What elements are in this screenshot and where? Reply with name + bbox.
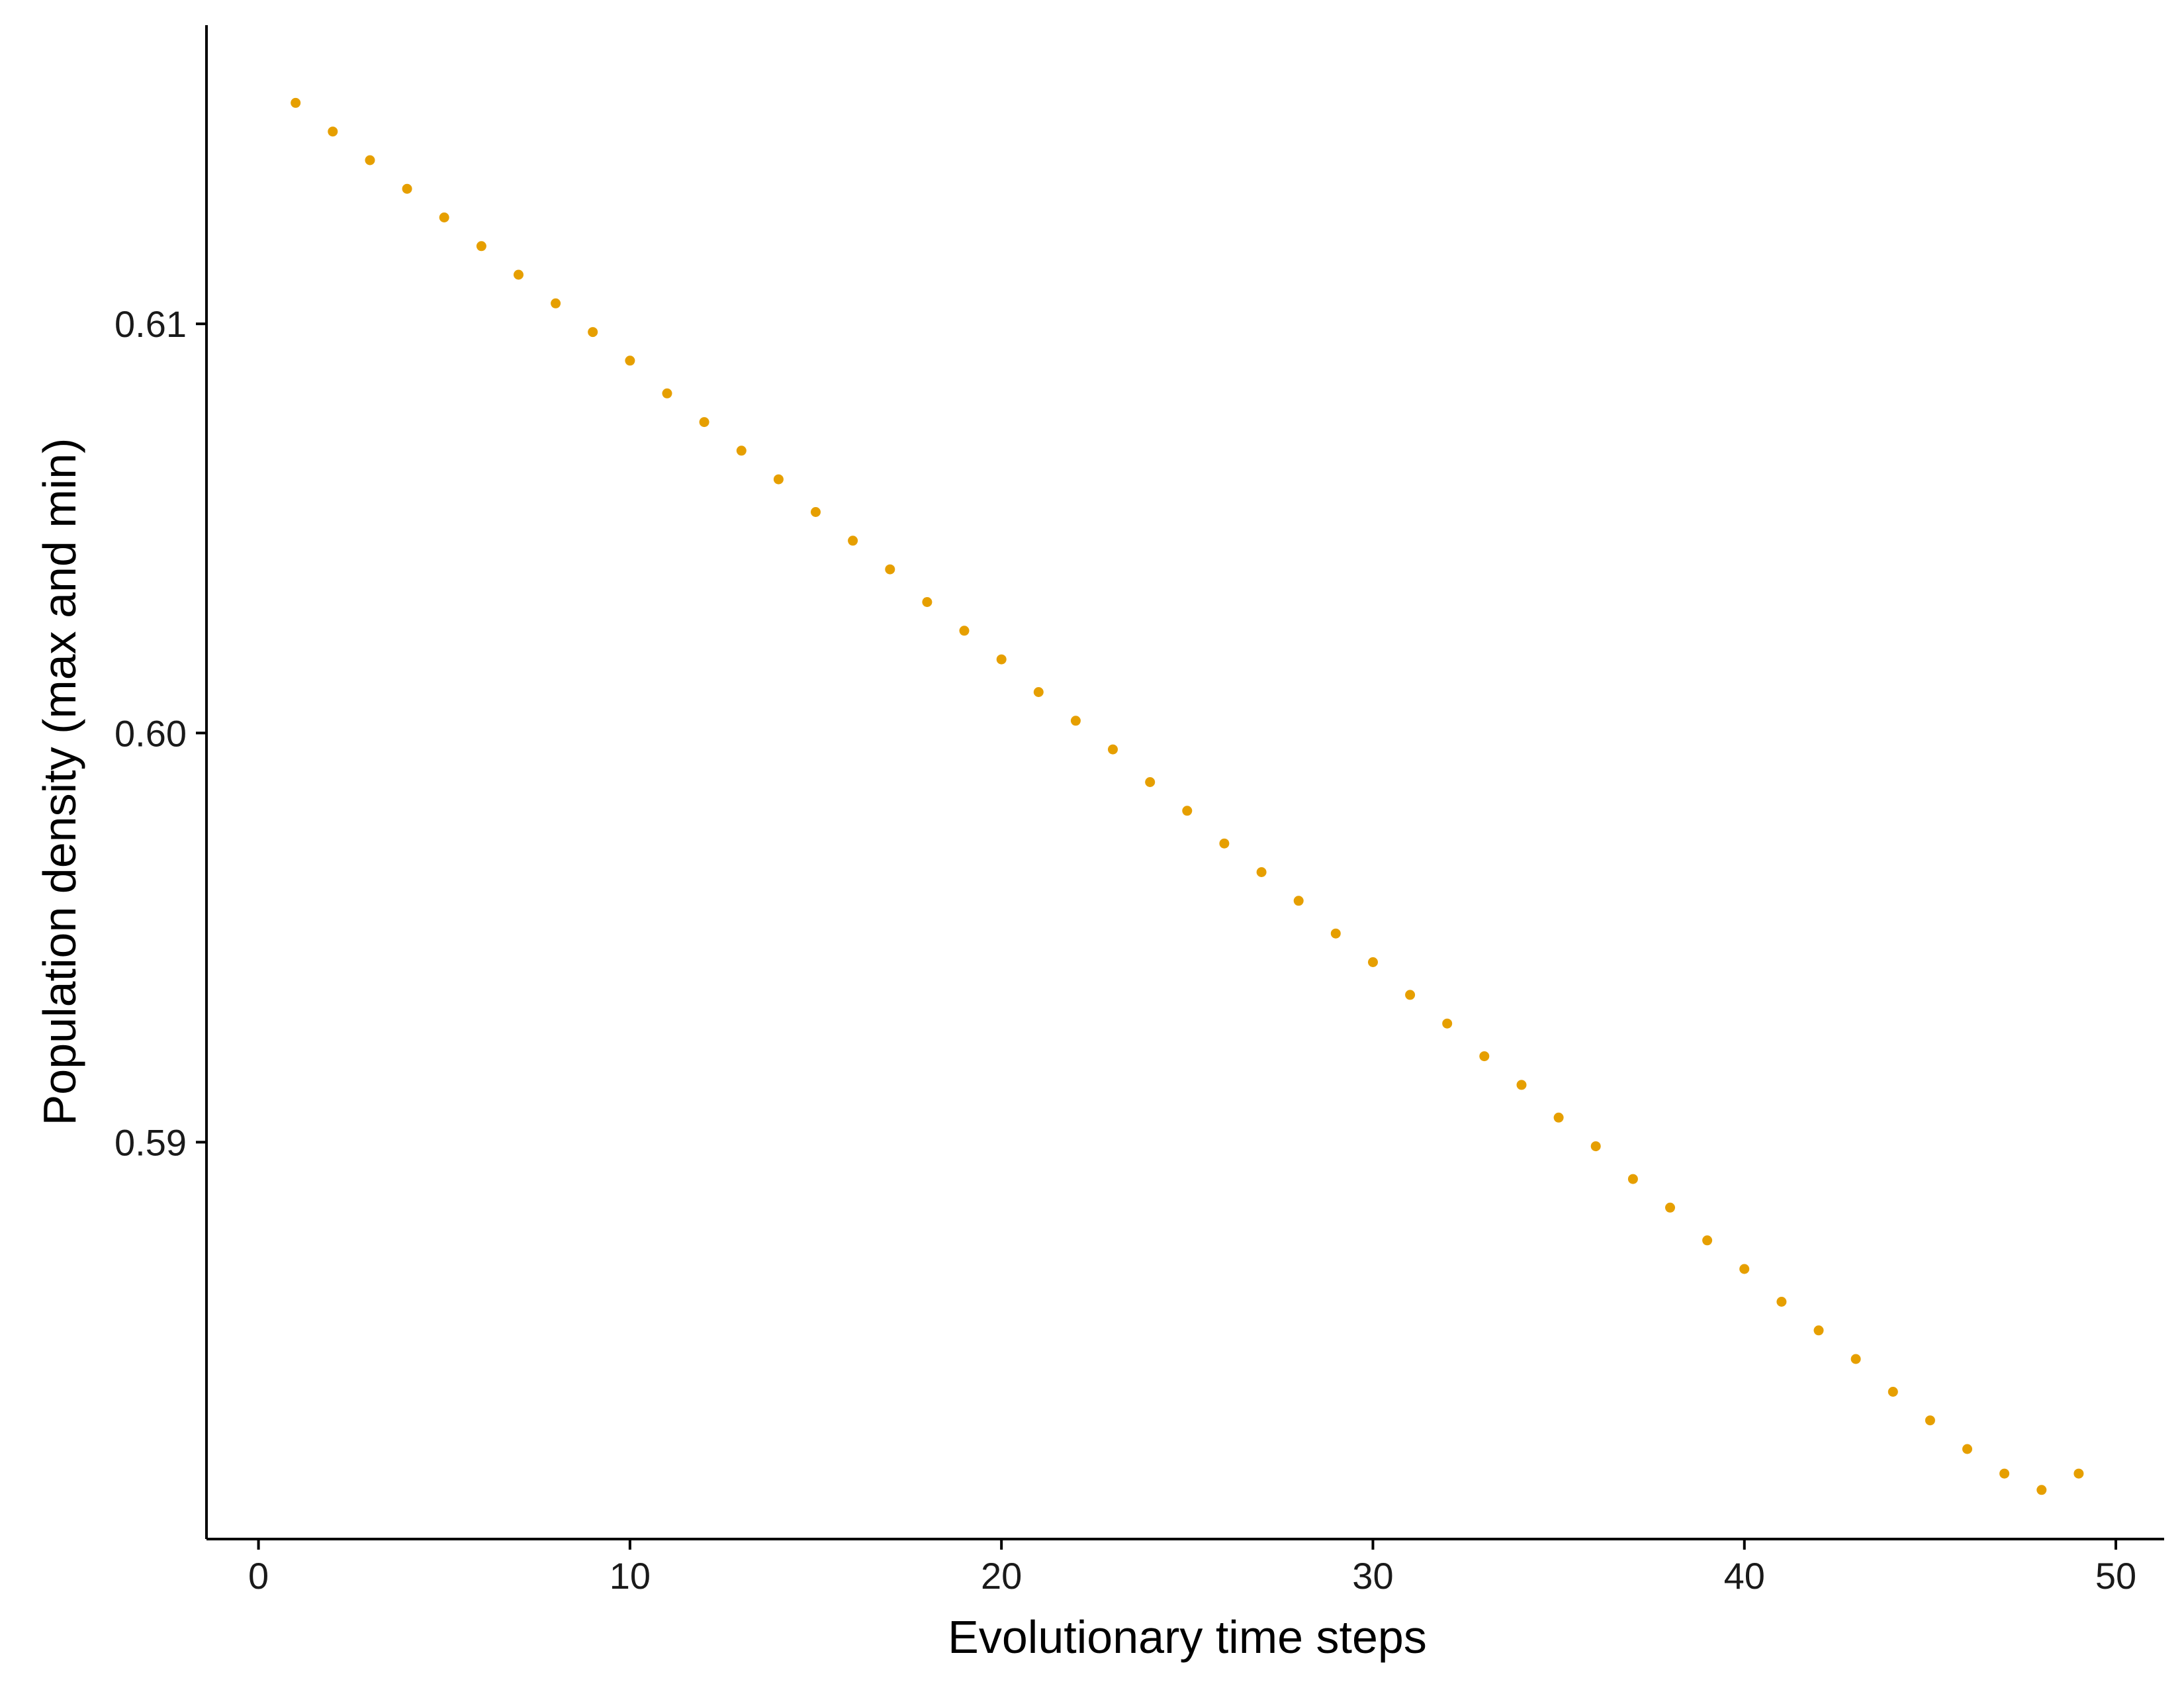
data-point [291,97,301,108]
data-point [848,536,858,546]
data-point [514,269,523,280]
y-tick-label: 0.60 [114,712,187,754]
x-tick-label: 30 [1352,1555,1393,1597]
data-point [1108,744,1118,755]
data-point [328,126,338,137]
x-axis-ticks: 0 10 20 30 40 50 [248,1539,2136,1597]
data-point [1368,957,1378,967]
x-tick-label: 0 [248,1555,269,1597]
data-point [959,626,970,636]
data-point [1627,1174,1638,1184]
data-point [1256,867,1267,877]
data-point [1999,1468,2010,1479]
data-point [1442,1018,1453,1029]
data-point [2073,1468,2084,1479]
y-axis-ticks: 0.59 0.60 0.61 [114,303,206,1163]
data-point [1590,1141,1601,1152]
data-point [1182,806,1193,816]
data-point [1813,1325,1824,1336]
data-point [1516,1080,1527,1090]
data-point [1553,1112,1564,1123]
data-point [1219,838,1230,849]
data-point [922,597,933,607]
data-point [365,155,375,165]
data-point [736,445,747,456]
data-point [773,474,784,485]
data-point [625,355,635,366]
x-tick-label: 10 [610,1555,651,1597]
data-point [402,183,412,194]
data-point [551,298,561,308]
data-point [1070,716,1081,726]
data-point [476,241,486,252]
data-point [1665,1202,1675,1213]
data-point [1293,896,1304,906]
x-tick-label: 20 [981,1555,1022,1597]
y-axis-title: Population density (max and min) [34,438,85,1126]
data-point [439,212,449,222]
data-point [588,327,598,338]
data-point [811,507,821,517]
data-points [291,97,2084,1495]
data-point [2036,1485,2047,1495]
data-point [1739,1264,1750,1274]
data-point [1702,1235,1713,1246]
data-point [1888,1387,1898,1397]
data-point [1033,687,1044,697]
data-point [1962,1444,1972,1454]
data-point [1850,1354,1861,1364]
data-point [662,388,672,399]
x-axis-title: Evolutionary time steps [948,1611,1427,1663]
data-point [1405,990,1416,1000]
y-tick-label: 0.59 [114,1121,187,1163]
data-point [1776,1297,1787,1307]
data-point [1330,928,1341,939]
x-tick-label: 40 [1724,1555,1765,1597]
x-tick-label: 50 [2095,1555,2136,1597]
data-point [996,654,1007,665]
y-tick-label: 0.61 [114,303,187,345]
data-point [1145,777,1156,787]
data-point [699,417,709,428]
data-point [885,564,895,575]
data-point [1479,1051,1490,1062]
data-point [1925,1415,1935,1426]
